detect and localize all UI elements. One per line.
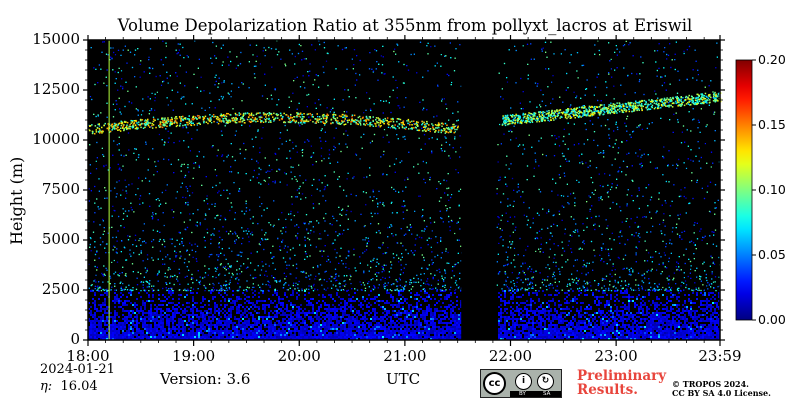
x-tick-label: 22:00 — [488, 347, 533, 365]
x-tick-label: 23:00 — [594, 347, 638, 365]
y-tick-label: 12500 — [32, 80, 80, 98]
y-tick-label: 5000 — [41, 230, 80, 248]
y-tick-label: 7500 — [41, 180, 80, 198]
attribution-icon: i — [515, 373, 532, 390]
colorbar-tick-label: 0.00 — [758, 312, 786, 327]
copyright-line-2: CC BY SA 4.0 License. — [672, 388, 771, 398]
heatmap-cells — [88, 40, 722, 340]
eta-label: η: 16.04 — [40, 379, 98, 394]
colorbar — [735, 59, 753, 321]
preliminary-notice: Preliminary Results. — [577, 369, 666, 397]
x-tick-label: 19:00 — [172, 347, 216, 365]
colorbar-tick-label: 0.05 — [758, 247, 786, 262]
data-gap — [461, 40, 497, 340]
y-tick-label: 0 — [70, 330, 80, 348]
cc-license-badge[interactable]: cc i ↻ BY SA — [480, 369, 562, 398]
colorbar-tick-label: 0.15 — [758, 117, 786, 132]
plot-area — [88, 40, 720, 340]
preliminary-line-2: Results. — [577, 382, 638, 398]
x-tick-label: 18:00 — [66, 347, 110, 365]
colorbar-tick-label: 0.10 — [758, 182, 786, 197]
y-tick-label: 15000 — [32, 30, 80, 48]
version-label: Version: 3.6 — [160, 370, 251, 388]
preliminary-line-1: Preliminary — [577, 368, 667, 384]
colorbar-tick-label: 0.20 — [758, 52, 786, 67]
share-alike-icon: ↻ — [537, 373, 554, 390]
x-tick-label: 20:00 — [277, 347, 321, 365]
copyright-notice: © TROPOS 2024. CC BY SA 4.0 License. — [672, 380, 771, 398]
x-tick-label: 21:00 — [383, 347, 427, 365]
creative-commons-icon: cc — [483, 372, 506, 395]
x-axis-label: UTC — [386, 370, 421, 388]
copyright-line-1: © TROPOS 2024. — [672, 379, 749, 389]
x-tick-label: 23:59 — [698, 347, 742, 365]
y-tick-label: 10000 — [32, 130, 80, 148]
chart-title: Volume Depolarization Ratio at 355nm fro… — [117, 16, 693, 35]
by-label: BY — [519, 391, 526, 397]
license-bar: BY SA — [510, 391, 561, 397]
date-label: 2024-01-21 — [40, 362, 115, 377]
y-tick-label: 2500 — [41, 280, 80, 298]
sa-label: SA — [543, 391, 551, 397]
